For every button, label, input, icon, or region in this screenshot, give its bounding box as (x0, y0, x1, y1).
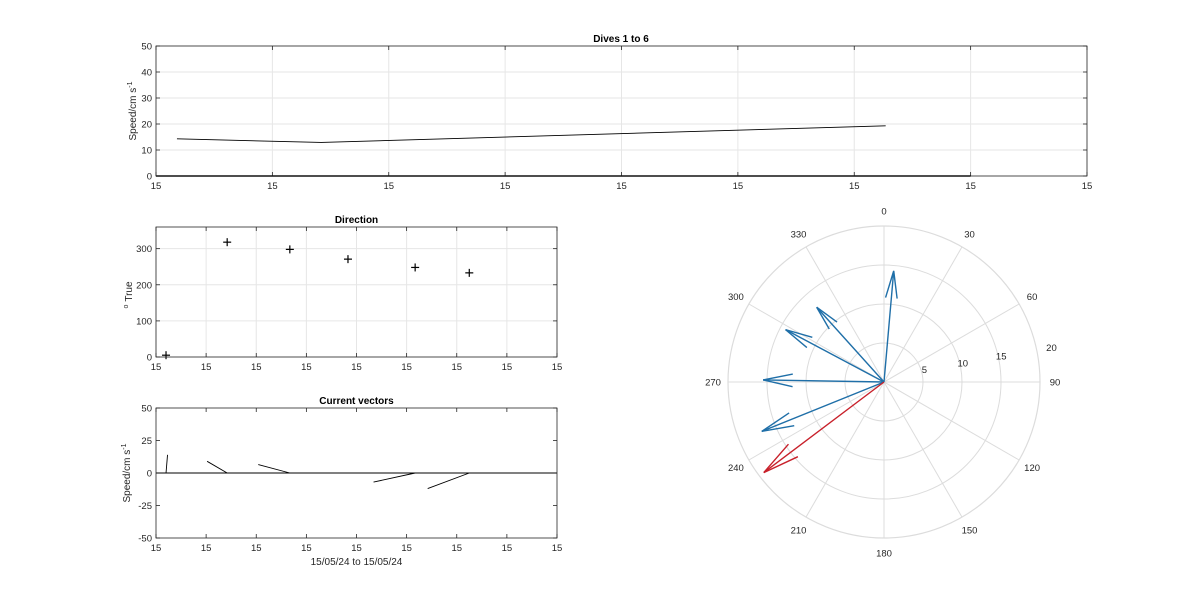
x-tick-label: 15 (500, 181, 511, 192)
current-vector (258, 464, 290, 474)
x-tick-label: 15 (552, 362, 563, 373)
speed-chart: Dives 1 to 6 Speed/cm s-1 0 10 20 30 40 50 15… (127, 34, 1092, 192)
x-tick-label: 15 (502, 543, 513, 554)
polar-spoke (748, 303, 885, 383)
polar-angle-label: 330 (791, 229, 807, 240)
direction-point (285, 245, 294, 254)
polar-angle-label: 300 (728, 292, 744, 303)
direction-chart-ylabel: oTrue (123, 281, 135, 309)
x-tick-label: 15 (351, 362, 362, 373)
speed-chart-title: Dives 1 to 6 (593, 34, 649, 45)
x-tick-label: 15 (151, 543, 162, 554)
direction-chart-axes (155, 226, 558, 358)
speed-chart-ylabel: Speed/cm s-1 (127, 81, 139, 140)
y-tick-label: 25 (141, 436, 152, 447)
polar-angle-label: 0 (881, 207, 886, 218)
polar-spoke (805, 381, 885, 518)
polar-radius-label: 20 (1046, 343, 1057, 354)
x-tick-label: 15 (502, 362, 513, 373)
x-tick-label: 15 (201, 362, 212, 373)
y-tick-label: -50 (138, 534, 152, 545)
polar-radius-label: 5 (922, 365, 927, 376)
y-tick-label: 0 (147, 469, 152, 480)
current-vectors-chart: Current vectors Speed/cm s-1 15/05/24 to… (121, 396, 562, 568)
direction-chart-title: Direction (335, 215, 378, 226)
x-tick-label: 15 (849, 181, 860, 192)
x-tick-label: 15 (301, 543, 312, 554)
speed-chart-axes (155, 45, 1088, 177)
x-tick-label: 15 (451, 362, 462, 373)
polar-angle-label: 90 (1050, 378, 1061, 389)
x-tick-label: 15 (451, 543, 462, 554)
compass-arrow (763, 381, 885, 474)
current-vectors-ylabel: Speed/cm s-1 (121, 443, 133, 502)
x-tick-label: 15 (301, 362, 312, 373)
polar-angle-label: 30 (964, 229, 975, 240)
polar-angle-label: 270 (705, 378, 721, 389)
current-vector (206, 460, 228, 474)
polar-angle-label: 60 (1027, 292, 1038, 303)
x-tick-label: 15 (1082, 181, 1093, 192)
x-tick-label: 15 (267, 181, 278, 192)
polar-spoke (883, 381, 1020, 461)
speed-series-line (176, 125, 886, 143)
direction-point (223, 238, 232, 247)
x-tick-label: 15 (383, 181, 394, 192)
x-tick-label: 15 (401, 362, 412, 373)
y-tick-label: 100 (136, 316, 152, 327)
compass-arrow (761, 381, 885, 433)
x-tick-label: 15 (251, 543, 262, 554)
y-tick-label: 200 (136, 280, 152, 291)
direction-point (343, 255, 352, 264)
x-tick-label: 15 (351, 543, 362, 554)
x-tick-label: 15 (151, 181, 162, 192)
polar-spoke (883, 303, 1020, 383)
y-tick-label: 50 (141, 42, 152, 53)
y-tick-label: 10 (141, 146, 152, 157)
polar-angle-label: 210 (791, 526, 807, 537)
polar-spoke (883, 381, 963, 518)
polar-radius-label: 10 (958, 358, 969, 369)
y-tick-label: 0 (147, 172, 152, 183)
polar-angle-label: 150 (962, 526, 978, 537)
polar-angle-label: 120 (1024, 463, 1040, 474)
y-tick-label: 0 (147, 353, 152, 364)
direction-point (162, 351, 171, 360)
y-tick-label: 30 (141, 94, 152, 105)
x-tick-label: 15 (251, 362, 262, 373)
y-tick-label: 20 (141, 120, 152, 131)
x-tick-label: 15 (965, 181, 976, 192)
direction-point (465, 268, 474, 277)
current-vectors-xlabel: 15/05/24 to 15/05/24 (311, 557, 403, 568)
polar-spoke (748, 381, 885, 461)
polar-radius-label: 15 (996, 352, 1007, 363)
current-vector (373, 472, 416, 483)
x-tick-label: 15 (151, 362, 162, 373)
compass-plot: 5 10 15 20 0 30 60 90 120 150 180 210 240 270 300 330 (705, 207, 1060, 560)
compass-arrow (762, 373, 885, 388)
compass-arrow (785, 328, 885, 383)
compass-arrow (816, 306, 885, 383)
direction-chart: Direction oTrue 0 100 200 300 15 15 15 15 15 15 1… (123, 215, 562, 373)
x-tick-label: 15 (616, 181, 627, 192)
y-tick-label: -25 (138, 501, 152, 512)
polar-spoke (883, 246, 963, 383)
current-vector (165, 454, 168, 474)
direction-point (411, 263, 420, 272)
x-tick-label: 15 (733, 181, 744, 192)
x-tick-label: 15 (552, 543, 563, 554)
y-tick-label: 50 (141, 404, 152, 415)
y-tick-label: 300 (136, 244, 152, 255)
current-vectors-axes (155, 407, 558, 539)
current-vectors-title: Current vectors (319, 396, 394, 407)
x-tick-label: 15 (401, 543, 412, 554)
x-tick-label: 15 (201, 543, 212, 554)
current-vector (427, 472, 470, 490)
polar-spoke (805, 246, 885, 383)
y-tick-label: 40 (141, 68, 152, 79)
compass-arrow (883, 270, 898, 383)
polar-angle-label: 180 (876, 549, 892, 560)
polar-angle-label: 240 (728, 463, 744, 474)
